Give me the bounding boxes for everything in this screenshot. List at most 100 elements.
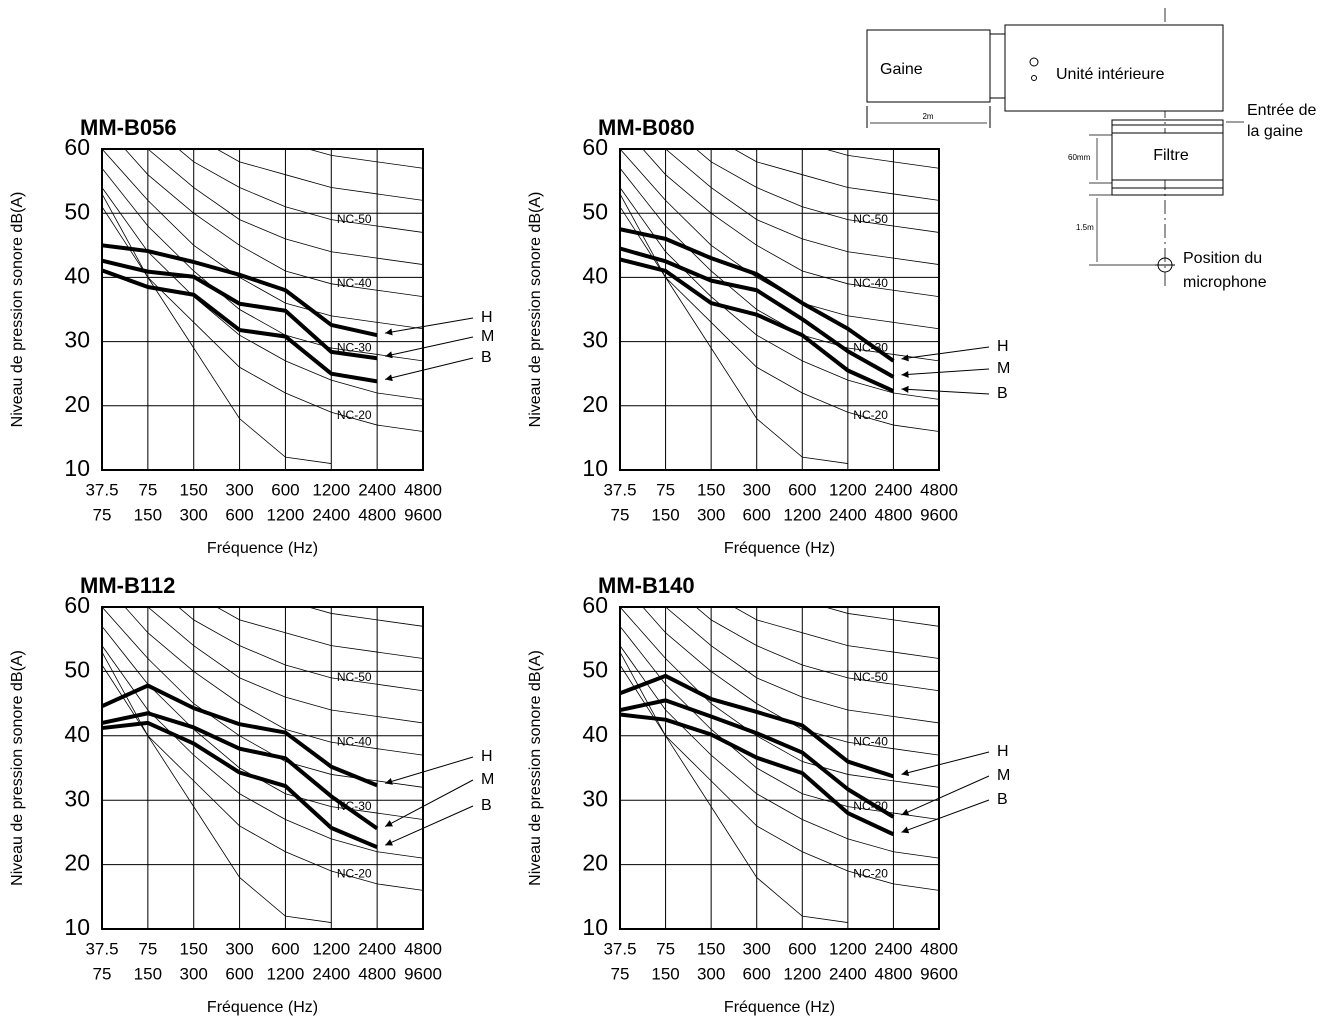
series-line: [101, 720, 378, 850]
x-tick-label: 300: [225, 480, 253, 499]
x-tick-label: 2400: [358, 939, 396, 958]
y-tick-label: 10: [64, 914, 90, 940]
x-tick-label: 150: [651, 505, 679, 524]
nc-label: NC-40: [337, 735, 372, 749]
x-tick-label: 37.5: [603, 939, 636, 958]
x-tick-label: 75: [611, 505, 630, 524]
nc-label: NC-40: [337, 276, 372, 290]
unit-icon: [1031, 75, 1037, 81]
nc-label: NC-50: [853, 670, 888, 684]
x-tick-label: 300: [697, 505, 725, 524]
y-tick-label: 30: [582, 785, 608, 811]
x-tick-label: 4800: [875, 964, 913, 983]
x-tick-label: 300: [697, 964, 725, 983]
x-tick-label: 150: [697, 939, 725, 958]
mic-label: microphone: [1183, 274, 1267, 291]
x-tick-label: 4800: [875, 505, 913, 524]
plot-frame: [101, 606, 424, 930]
x-tick-label: 300: [225, 939, 253, 958]
y-tick-label: 50: [582, 198, 608, 224]
label-arrow: [384, 756, 474, 785]
nc-label: NC-50: [853, 212, 888, 226]
y-tick-label: 40: [64, 721, 90, 747]
y-tick-label: 60: [582, 592, 608, 618]
x-tick-label: 150: [697, 480, 725, 499]
x-tick-label: 600: [225, 505, 253, 524]
x-tick-label: 4800: [358, 964, 396, 983]
x-tick-label: 600: [271, 939, 299, 958]
series-label: M: [481, 328, 494, 345]
nc-label: NC-20: [337, 867, 372, 881]
x-tick-label: 75: [93, 505, 112, 524]
x-tick-label: 2400: [358, 480, 396, 499]
series-line: [619, 227, 895, 363]
nc-label: NC-40: [853, 735, 888, 749]
label-arrow: [901, 346, 990, 362]
series-line: [101, 243, 378, 338]
y-tick-label: 50: [582, 656, 608, 682]
series-line: [619, 712, 895, 837]
label-arrow: [901, 799, 990, 834]
x-tick-label: 600: [743, 964, 771, 983]
x-axis-title: Fréquence (Hz): [207, 540, 318, 557]
y-tick-label: 20: [64, 850, 90, 876]
x-tick-label: 75: [656, 939, 675, 958]
y-tick-label: 50: [64, 656, 90, 682]
x-tick-label: 1200: [783, 964, 821, 983]
nc-curve: [665, 607, 939, 724]
x-tick-label: 300: [180, 964, 208, 983]
x-tick-label: 2400: [312, 505, 350, 524]
x-axis-title: Fréquence (Hz): [724, 999, 835, 1016]
label-arrow: [384, 805, 474, 846]
nc-curve: [665, 149, 939, 265]
series-line: [101, 683, 378, 788]
x-tick-label: 75: [138, 480, 157, 499]
x-tick-label: 150: [180, 480, 208, 499]
label-arrow: [901, 751, 990, 777]
y-tick-label: 30: [582, 327, 608, 353]
y-axis-title: Niveau de pression sonore dB(A): [527, 650, 544, 886]
nc-curve: [124, 607, 423, 756]
x-tick-label: 1200: [312, 939, 350, 958]
y-tick-label: 10: [64, 455, 90, 481]
plot-frame: [619, 606, 940, 930]
x-tick-label: 2400: [829, 964, 867, 983]
series-label: B: [481, 349, 492, 366]
series-line: [101, 268, 378, 384]
x-tick-label: 4800: [404, 480, 442, 499]
unit-icon: [1029, 57, 1039, 67]
label-arrow: [901, 775, 990, 816]
x-tick-label: 150: [651, 964, 679, 983]
inlet-strip: [1111, 119, 1224, 126]
label-arrow: [385, 336, 474, 359]
setup-diagram: [866, 8, 1244, 290]
nc-curve: [102, 193, 332, 464]
chart-title: MM-B080: [598, 115, 695, 140]
dim-label: 2m: [922, 112, 933, 121]
unit-label: Unité intérieure: [1056, 66, 1165, 83]
x-tick-label: 37.5: [603, 480, 636, 499]
y-axis-title: Niveau de pression sonore dB(A): [9, 192, 26, 428]
x-tick-label: 1200: [829, 939, 867, 958]
series-label: B: [997, 385, 1008, 402]
label-arrow: [385, 317, 474, 336]
y-tick-label: 30: [64, 327, 90, 353]
x-tick-label: 600: [788, 480, 816, 499]
plot-frame: [101, 148, 424, 471]
y-tick-label: 10: [582, 455, 608, 481]
y-tick-label: 20: [582, 850, 608, 876]
chart-title: MM-B112: [80, 573, 175, 598]
x-tick-label: 2400: [312, 964, 350, 983]
nc-curve: [695, 149, 939, 233]
x-axis-title: Fréquence (Hz): [724, 540, 835, 557]
nc-label: NC-50: [337, 212, 372, 226]
nc-curve: [620, 645, 939, 859]
y-tick-label: 60: [64, 592, 90, 618]
nc-curve: [642, 607, 939, 756]
series-label: H: [481, 309, 493, 326]
nc-curve: [215, 149, 423, 201]
nc-curve: [733, 607, 939, 659]
x-tick-label: 4800: [920, 939, 958, 958]
x-tick-label: 9600: [404, 505, 442, 524]
x-tick-label: 4800: [404, 939, 442, 958]
